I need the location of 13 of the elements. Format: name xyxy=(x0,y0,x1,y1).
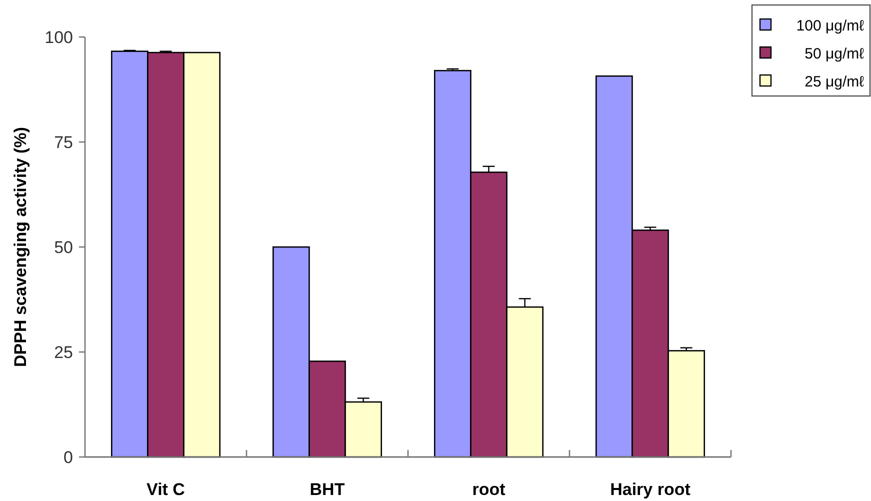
y-tick-label: 75 xyxy=(54,132,73,152)
x-tick-label: BHT xyxy=(310,480,346,499)
x-tick-label: root xyxy=(472,480,506,499)
legend-label: 100 μg/mℓ xyxy=(796,17,864,34)
y-tick-label: 25 xyxy=(54,342,73,362)
y-axis-title: DPPH scavenging activity (%) xyxy=(11,127,30,367)
y-tick-label: 100 xyxy=(44,28,73,47)
legend-label: 25 μg/mℓ xyxy=(804,73,864,90)
y-tick-label: 0 xyxy=(64,448,73,467)
x-tick-label: Vit C xyxy=(146,480,185,499)
x-tick-label: Hairy root xyxy=(610,480,691,499)
legend-label: 50 μg/mℓ xyxy=(804,45,864,62)
y-tick-label: 50 xyxy=(54,238,73,257)
